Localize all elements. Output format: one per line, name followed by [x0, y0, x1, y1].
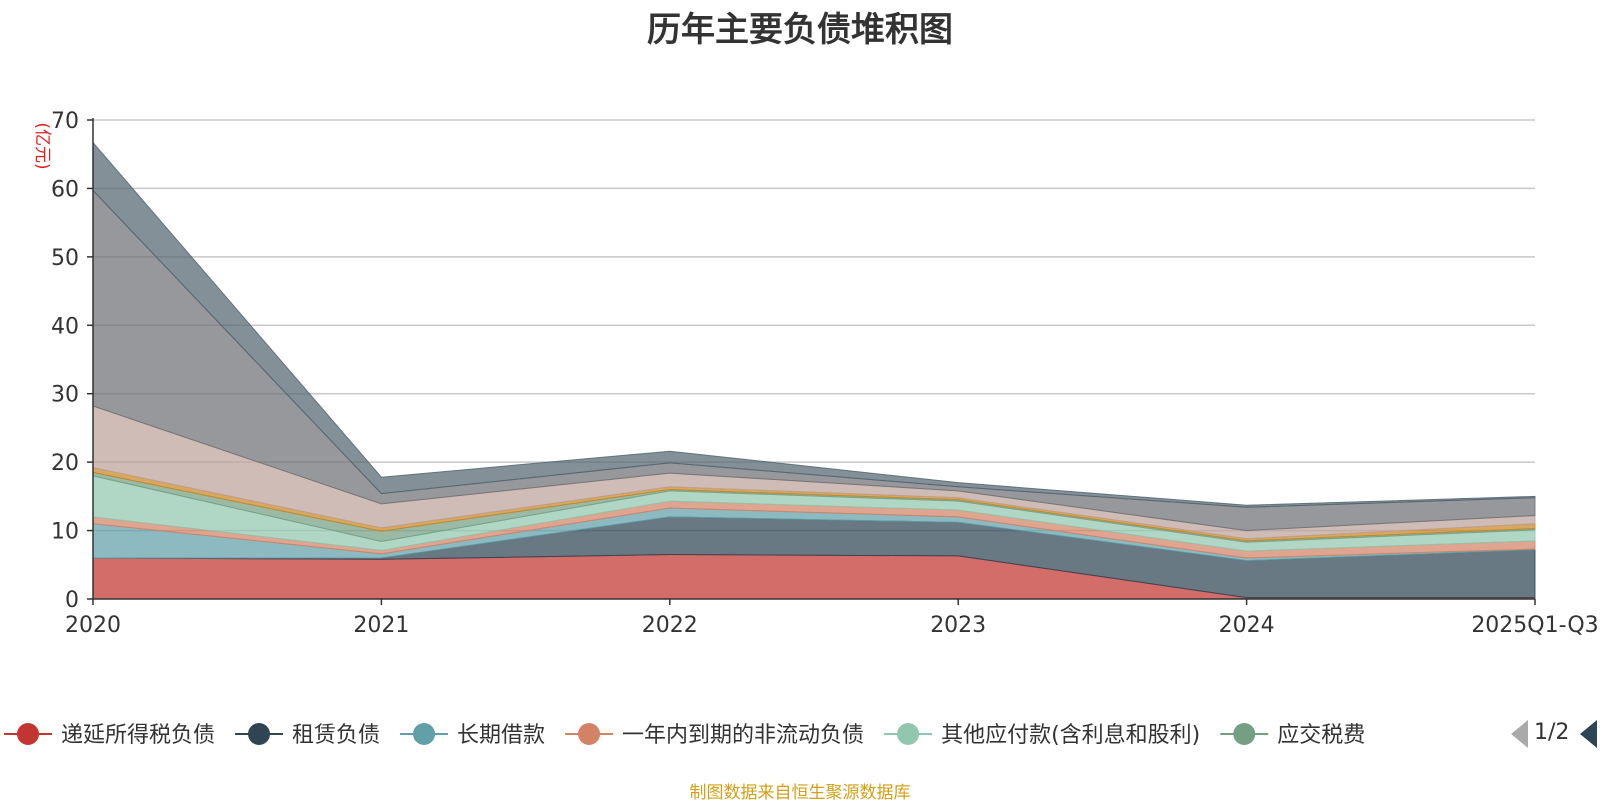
x-tick-label: 2022: [642, 613, 698, 638]
legend-item[interactable]: 其他应付款(含利息和股利): [884, 723, 1200, 748]
y-tick-label: 0: [65, 588, 79, 613]
y-tick-label: 60: [51, 177, 79, 202]
legend-page-indicator: 1/2: [1534, 720, 1570, 745]
legend-item[interactable]: 长期借款: [400, 723, 545, 748]
legend-marker: [1233, 723, 1256, 745]
area-series: [92, 141, 1536, 600]
chart-title: 历年主要负债堆积图: [647, 10, 953, 50]
legend-label: 长期借款: [457, 723, 545, 748]
axes: 0 10 20 30 40 50 60 70 2020 2021 2022 2023 2024 2025Q…: [32, 109, 1599, 638]
legend-item[interactable]: 租赁负债: [235, 723, 380, 748]
x-tick-label: 2021: [353, 613, 409, 638]
area-series-9: [92, 189, 1536, 532]
area-series-10: [92, 141, 1536, 508]
y-tick-label: 30: [51, 383, 79, 408]
legend-marker: [413, 723, 436, 745]
legend-label: 其他应付款(含利息和股利): [941, 723, 1200, 748]
y-tick-label: 10: [51, 520, 79, 545]
y-axis-label: (亿元): [32, 122, 52, 169]
y-tick-label: 50: [51, 246, 79, 271]
legend-marker: [248, 723, 271, 745]
x-tick-label: 2025Q1-Q3: [1471, 613, 1598, 638]
y-tick-label: 20: [51, 451, 79, 476]
source-note: 制图数据来自恒生聚源数据库: [689, 783, 911, 803]
legend-label: 租赁负债: [292, 723, 380, 748]
legend-item[interactable]: 一年内到期的非流动负债: [565, 723, 864, 748]
x-tick-label: 2024: [1219, 613, 1275, 638]
legend-item[interactable]: 应交税费: [1220, 723, 1365, 748]
y-tick-label: 40: [51, 314, 79, 339]
x-tick-label: 2023: [930, 613, 986, 638]
legend-item[interactable]: 递延所得税负债: [4, 723, 215, 748]
legend-marker: [17, 723, 39, 745]
legend-label: 递延所得税负债: [61, 723, 215, 748]
legend-marker: [897, 723, 920, 745]
legend-label: 应交税费: [1277, 723, 1365, 748]
legend-marker: [578, 723, 601, 745]
legend-label: 一年内到期的非流动负债: [622, 723, 864, 748]
legend-prev-arrow[interactable]: [1511, 720, 1528, 748]
y-tick-label: 70: [51, 109, 79, 134]
x-tick-label: 2020: [65, 613, 121, 638]
legend-pager: 1/2: [1534, 720, 1569, 745]
legend[interactable]: 递延所得税负债 租赁负债 长期借款 一年内到期的非流动负债 其他应付款(含利息和股利) 应…: [4, 720, 1597, 748]
legend-next-arrow[interactable]: [1580, 720, 1597, 748]
